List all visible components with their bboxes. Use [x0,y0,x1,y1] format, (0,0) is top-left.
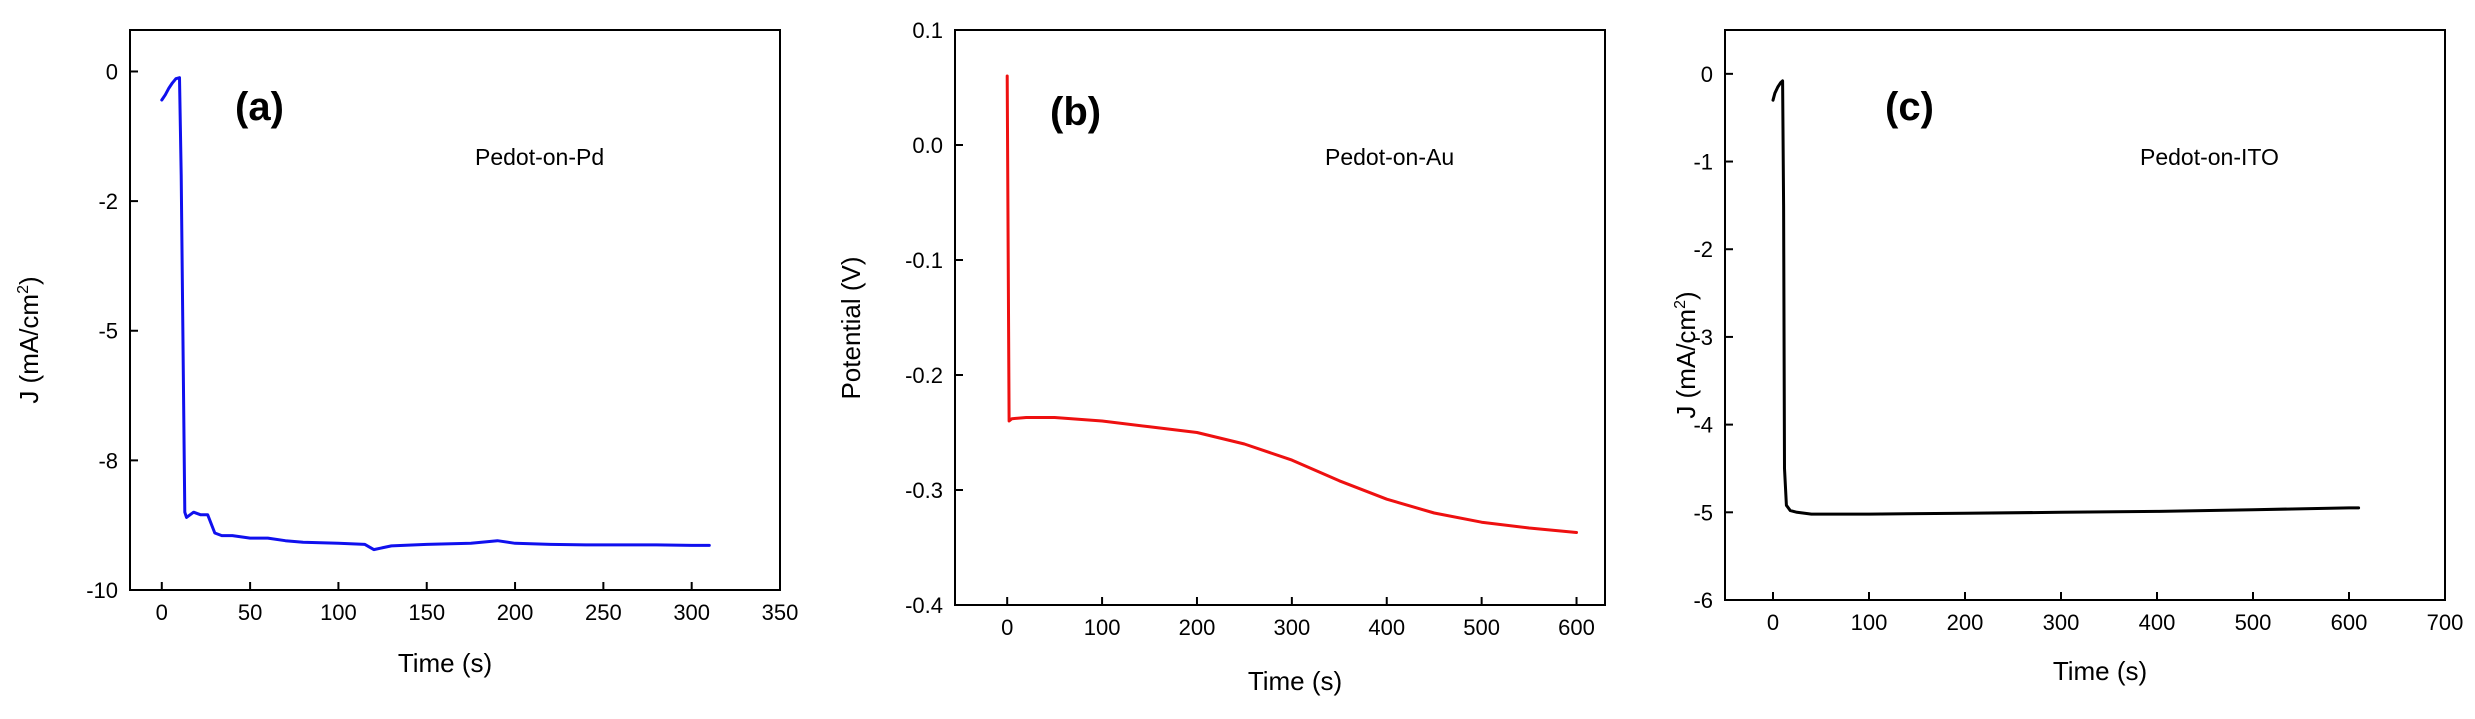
plot-frame-b [954,29,1606,606]
y-tick-label-a-1: -2 [98,189,118,214]
y-axis-label-b: Potential (V) [836,256,866,399]
x-tick-label-c-2: 200 [1947,610,1984,635]
y-axis-label-a: J (mA/cm2) [14,276,44,403]
y-tick-label-b-4: -0.3 [905,478,943,503]
y-tick-label-c-5: -5 [1693,500,1713,525]
y-tick-label-a-0: 0 [106,59,118,84]
panel-label-c: (c) [1885,85,1934,129]
x-tick-label-a-2: 100 [320,600,357,625]
y-tick-label-b-1: 0.0 [912,133,943,158]
y-ticks-a: 0 -2 -5 -8 -10 [86,59,138,603]
y-axis-label-a-sup: 2 [15,285,32,294]
x-tick-label-a-7: 350 [762,600,799,625]
plot-frame-a [129,29,781,591]
x-tick-label-c-3: 300 [2043,610,2080,635]
y-axis-label-c: J (mA/cm2) [1671,291,1701,418]
x-tick-label-b-6: 600 [1558,615,1595,640]
panel-label-a: (a) [235,85,284,129]
y-axis-label-c-main: J (mA/cm [1671,309,1701,419]
y-tick-label-b-5: -0.4 [905,593,943,618]
y-tick-label-c-1: -1 [1693,150,1713,175]
x-tick-label-b-3: 300 [1274,615,1311,640]
x-tick-label-c-7: 700 [2427,610,2464,635]
x-tick-label-c-5: 500 [2235,610,2272,635]
y-tick-label-a-2: -5 [98,319,118,344]
y-tick-label-c-3: -3 [1693,325,1713,350]
annotation-b: Pedot-on-Au [1325,144,1454,170]
x-tick-label-b-1: 100 [1084,615,1121,640]
series-group-a [160,76,711,552]
x-tick-label-a-6: 300 [673,600,710,625]
x-tick-label-a-0: 0 [156,600,168,625]
y-axis-label-a-main: J (mA/cm [14,294,44,404]
x-ticks-c: 0 100 200 300 400 500 600 700 [1767,592,2463,635]
y-tick-label-c-6: -6 [1693,588,1713,613]
y-tick-label-c-0: 0 [1701,62,1713,87]
x-tick-label-a-4: 200 [497,600,534,625]
y-tick-label-b-0: 0.1 [912,18,943,43]
x-tick-label-b-2: 200 [1179,615,1216,640]
x-tick-label-a-1: 50 [238,600,262,625]
plot-frame-c [1724,29,2446,601]
y-tick-label-a-4: -10 [86,578,118,603]
x-axis-label-b: Time (s) [1248,666,1342,696]
chart-panel-a: (a) Pedot-on-Pd Time (s) J (mA/cm2) 0 50 1… [14,29,799,678]
x-tick-label-a-3: 150 [408,600,445,625]
series-group-b [1005,74,1578,534]
x-tick-label-b-0: 0 [1001,615,1013,640]
y-tick-label-c-4: -4 [1693,413,1713,438]
x-axis-label-c: Time (s) [2053,656,2147,686]
panel-label-b: (b) [1050,90,1101,134]
x-tick-label-c-4: 400 [2139,610,2176,635]
x-tick-label-b-5: 500 [1463,615,1500,640]
chart-panel-c: (c) Pedot-on-ITO Time (s) J (mA/cm2) 0 10… [1671,29,2463,686]
annotation-a: Pedot-on-Pd [475,144,604,170]
y-axis-label-a-close: ) [14,276,44,285]
x-tick-label-c-6: 600 [2331,610,2368,635]
x-ticks-a: 0 50 100 150 200 250 300 350 [156,582,799,625]
x-axis-label-a: Time (s) [398,648,492,678]
series-line-c-0 [1771,79,2361,516]
y-tick-label-b-2: -0.1 [905,248,943,273]
x-tick-label-c-0: 0 [1767,610,1779,635]
x-tick-label-b-4: 400 [1368,615,1405,640]
y-tick-label-b-3: -0.2 [905,363,943,388]
series-line-b-0 [1005,74,1578,534]
y-ticks-c: 0 -1 -2 -3 -4 -5 -6 [1693,62,1733,613]
annotation-c: Pedot-on-ITO [2140,144,2279,170]
chart-panel-b: (b) Pedot-on-Au Time (s) Potential (V) 0… [836,18,1606,696]
x-ticks-b: 0 100 200 300 400 500 600 [1001,597,1595,640]
y-ticks-b: 0.1 0.0 -0.1 -0.2 -0.3 -0.4 [905,18,963,618]
series-line-a-0 [160,76,711,552]
x-tick-label-a-5: 250 [585,600,622,625]
y-tick-label-c-2: -2 [1693,237,1713,262]
y-axis-label-c-sup: 2 [1672,300,1689,309]
series-group-c [1771,79,2361,516]
y-tick-label-a-3: -8 [98,448,118,473]
x-tick-label-c-1: 100 [1851,610,1888,635]
y-axis-label-c-close: ) [1671,291,1701,300]
